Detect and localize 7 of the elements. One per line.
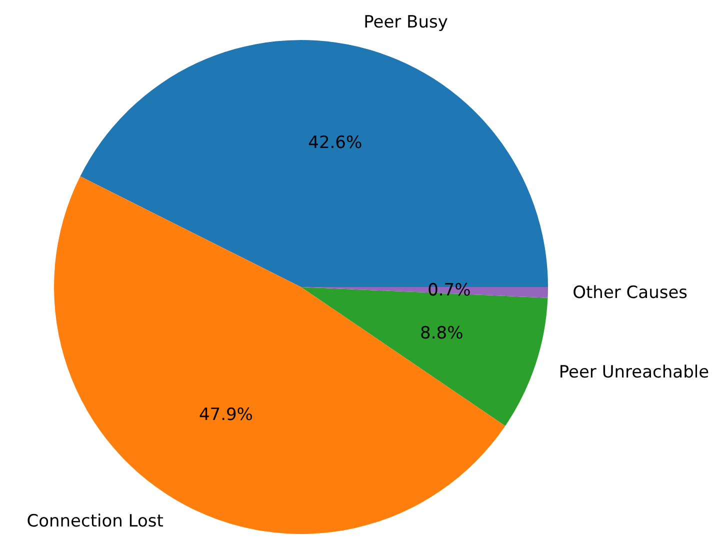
slice-label: Other Causes [572, 282, 688, 303]
data-label: 47.9% [198, 404, 253, 425]
data-label: 42.6% [308, 132, 362, 153]
data-label: 8.8% [420, 324, 464, 344]
slice-label: Connection Lost [26, 511, 164, 532]
slice-label: Peer Busy [364, 12, 448, 33]
slice-label: Peer Unreachable [558, 362, 710, 383]
